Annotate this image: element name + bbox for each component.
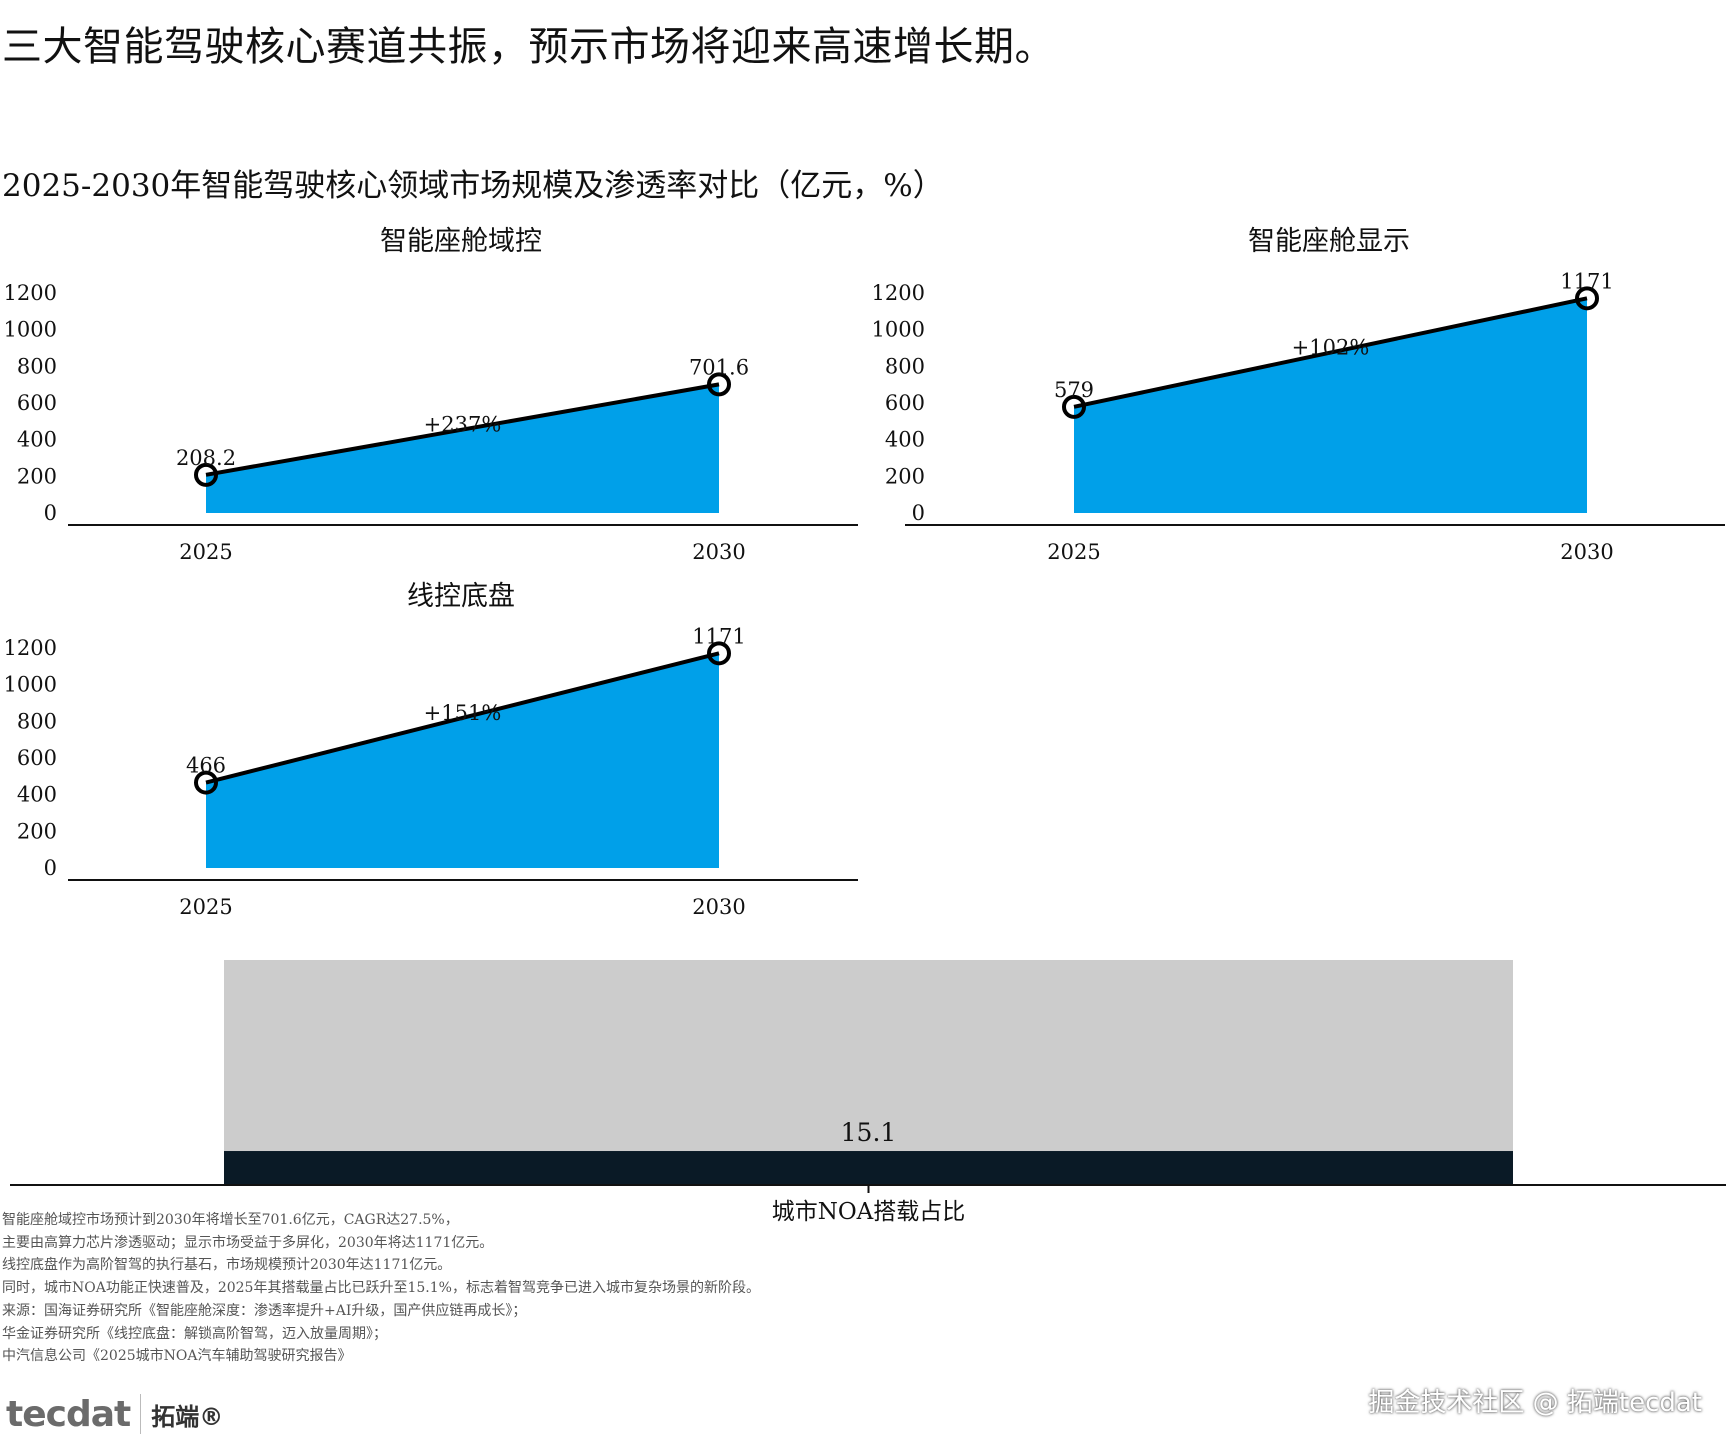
area-fill bbox=[206, 384, 719, 513]
y-tick-label: 600 bbox=[885, 391, 925, 415]
y-tick-label: 0 bbox=[44, 856, 57, 880]
x-tick-label: 2025 bbox=[179, 540, 232, 564]
series-line bbox=[205, 651, 720, 785]
area-fill bbox=[1074, 298, 1587, 513]
y-tick-label: 800 bbox=[17, 709, 57, 733]
data-label: 1171 bbox=[1560, 269, 1613, 293]
tecdat-logo: tecdat 拓端® bbox=[6, 1390, 223, 1438]
growth-label: +237% bbox=[424, 413, 502, 437]
data-label: 1171 bbox=[692, 624, 745, 648]
logo-name: 拓端® bbox=[151, 1402, 224, 1431]
data-point bbox=[194, 462, 218, 487]
note-line: 智能座舱域控市场预计到2030年将增长至701.6亿元，CAGR达27.5%， bbox=[2, 1212, 459, 1228]
data-label: 701.6 bbox=[689, 355, 749, 379]
logo-divider bbox=[140, 1394, 142, 1434]
growth-label: +151% bbox=[424, 701, 502, 725]
bar-category-label: 城市NOA搭载占比 bbox=[772, 1199, 966, 1225]
y-tick-label: 0 bbox=[44, 501, 57, 525]
y-tick-label: 1200 bbox=[4, 281, 57, 305]
y-tick-label: 0 bbox=[912, 501, 925, 525]
data-point bbox=[707, 641, 731, 666]
note-line: 线控底盘作为高阶智驾的执行基石，市场规模预计2030年达1171亿元。 bbox=[2, 1257, 452, 1274]
y-tick-label: 200 bbox=[885, 464, 925, 488]
growth-label: +102% bbox=[1292, 336, 1370, 360]
y-tick-label: 800 bbox=[885, 354, 925, 378]
y-tick-label: 1000 bbox=[4, 318, 57, 342]
headline: 三大智能驾驶核心赛道共振，预示市场将迎来高速增长期。 bbox=[2, 24, 1055, 70]
y-tick-label: 200 bbox=[17, 819, 57, 843]
watermark: 掘金技术社区 @ 拓端tecdat bbox=[1368, 1388, 1702, 1418]
series-line bbox=[1073, 296, 1588, 409]
y-tick-label: 800 bbox=[17, 354, 57, 378]
y-tick-label: 200 bbox=[17, 464, 57, 488]
area-fill bbox=[206, 653, 719, 868]
data-point bbox=[1575, 286, 1599, 311]
data-point bbox=[1062, 394, 1086, 419]
note-line: 来源：国海证券研究所《智能座舱深度：渗透率提升+AI升级，国产供应链再成长》； bbox=[2, 1302, 527, 1319]
data-label: 208.2 bbox=[176, 446, 236, 470]
note-line: 同时，城市NOA功能正快速普及，2025年其搭载量占比已跃升至15.1%，标志着… bbox=[2, 1280, 760, 1297]
note-line: 华金证券研究所《线控底盘：解锁高阶智驾，迈入放量周期》； bbox=[2, 1325, 387, 1342]
y-tick-label: 1000 bbox=[872, 318, 925, 342]
x-tick-label: 2030 bbox=[1560, 540, 1613, 564]
note-line: 中汽信息公司《2025城市NOA汽车辅助驾驶研究报告》 bbox=[2, 1348, 352, 1365]
chart-title: 智能座舱显示 bbox=[1248, 226, 1410, 257]
x-tick-label: 2025 bbox=[1047, 540, 1100, 564]
y-tick-label: 600 bbox=[17, 391, 57, 415]
chart-title: 智能座舱域控 bbox=[380, 226, 542, 257]
logo-mark: tecdat bbox=[6, 1393, 131, 1435]
data-label: 466 bbox=[186, 754, 226, 778]
series-line bbox=[205, 382, 720, 477]
y-tick-label: 600 bbox=[17, 746, 57, 770]
y-tick-label: 1200 bbox=[4, 636, 57, 660]
data-point bbox=[707, 372, 731, 397]
data-label: 579 bbox=[1054, 378, 1094, 402]
x-tick-label: 2030 bbox=[692, 540, 745, 564]
notes: 智能座舱域控市场预计到2030年将增长至701.6亿元，CAGR达27.5%， … bbox=[2, 1209, 760, 1368]
x-tick-label: 2030 bbox=[692, 895, 745, 919]
bar-fill bbox=[224, 1151, 1513, 1185]
figure-title: 2025-2030年智能驾驶核心领域市场规模及渗透率对比（亿元，%） bbox=[2, 168, 944, 204]
y-tick-label: 1000 bbox=[4, 673, 57, 697]
chart-title: 线控底盘 bbox=[407, 581, 515, 612]
bar-background bbox=[224, 960, 1513, 1185]
data-point bbox=[194, 770, 218, 795]
y-tick-label: 400 bbox=[17, 783, 57, 807]
bar-value-label: 15.1 bbox=[841, 1118, 897, 1147]
y-tick-label: 400 bbox=[885, 428, 925, 452]
y-tick-label: 400 bbox=[17, 428, 57, 452]
note-line: 主要由高算力芯片渗透驱动；显示市场受益于多屏化，2030年将达1171亿元。 bbox=[2, 1234, 494, 1251]
y-tick-label: 1200 bbox=[872, 281, 925, 305]
x-tick-label: 2025 bbox=[179, 895, 232, 919]
